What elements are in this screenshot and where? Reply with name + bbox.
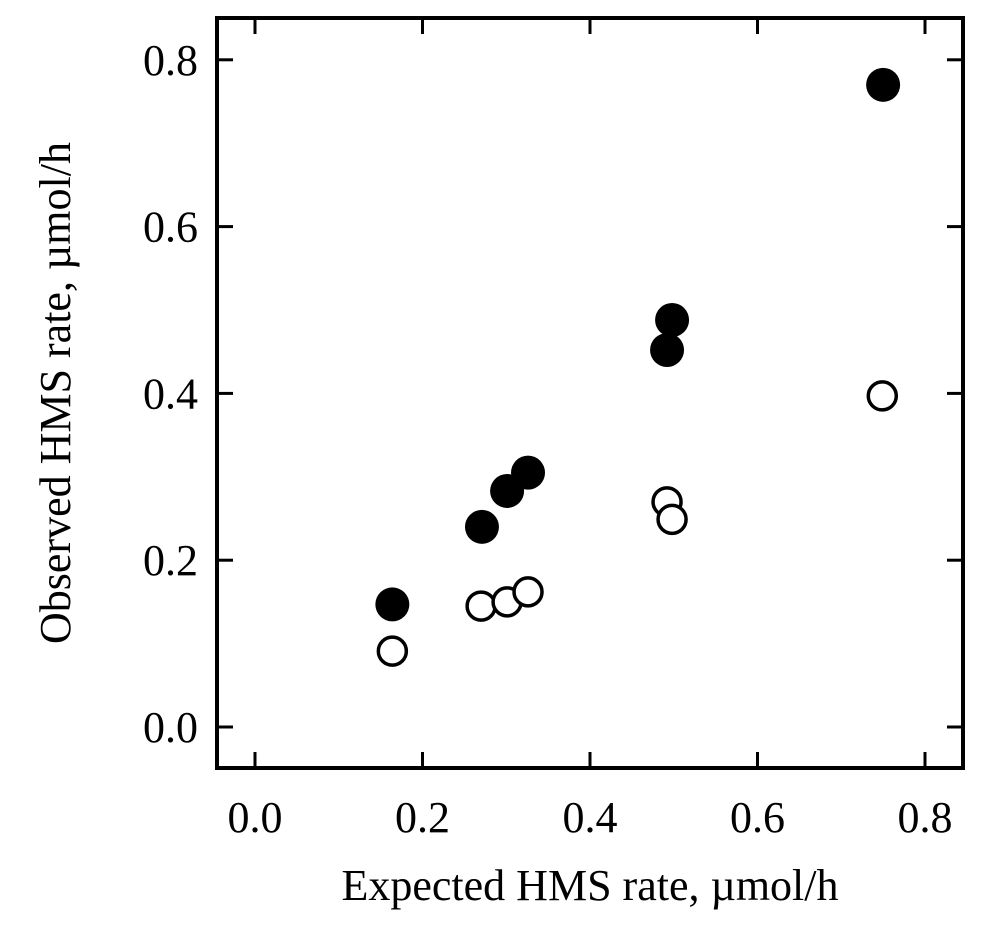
x-axis-tick-labels: 0.0 0.2 0.4 0.6 0.8 (228, 793, 953, 842)
y-tick-label: 0.6 (143, 203, 198, 252)
y-tick-label: 0.8 (143, 36, 198, 85)
open-circle-point (656, 503, 688, 536)
plot-frame (215, 16, 965, 770)
filled-circle-point (866, 67, 901, 102)
x-axis-label: Expected HMS rate, µmol/h (341, 861, 838, 910)
data-points (375, 67, 901, 667)
x-tick-label: 0.0 (228, 793, 283, 842)
y-tick-label: 0.2 (143, 536, 198, 585)
x-tick-label: 0.8 (898, 793, 953, 842)
filled-circle-point (655, 303, 690, 338)
y-tick-label: 0.4 (143, 369, 198, 418)
open-circle-point (866, 380, 899, 412)
filled-circle-point (511, 455, 546, 490)
y-axis-tick-labels: 0.0 0.2 0.4 0.6 0.8 (143, 36, 198, 752)
filled-circle-point (464, 509, 499, 544)
filled-circle-point (650, 333, 685, 368)
y-axis-label: Observed HMS rate, µmol/h (31, 142, 80, 644)
x-tick-label: 0.2 (395, 793, 450, 842)
y-tick-label: 0.0 (143, 703, 198, 752)
axis-ticks (217, 18, 963, 768)
open-circle-point (512, 576, 544, 608)
open-circle-point (465, 590, 497, 622)
filled-circle-point (375, 587, 410, 622)
open-circle-point (376, 635, 409, 667)
x-tick-label: 0.6 (730, 793, 785, 842)
x-tick-label: 0.4 (563, 793, 618, 842)
